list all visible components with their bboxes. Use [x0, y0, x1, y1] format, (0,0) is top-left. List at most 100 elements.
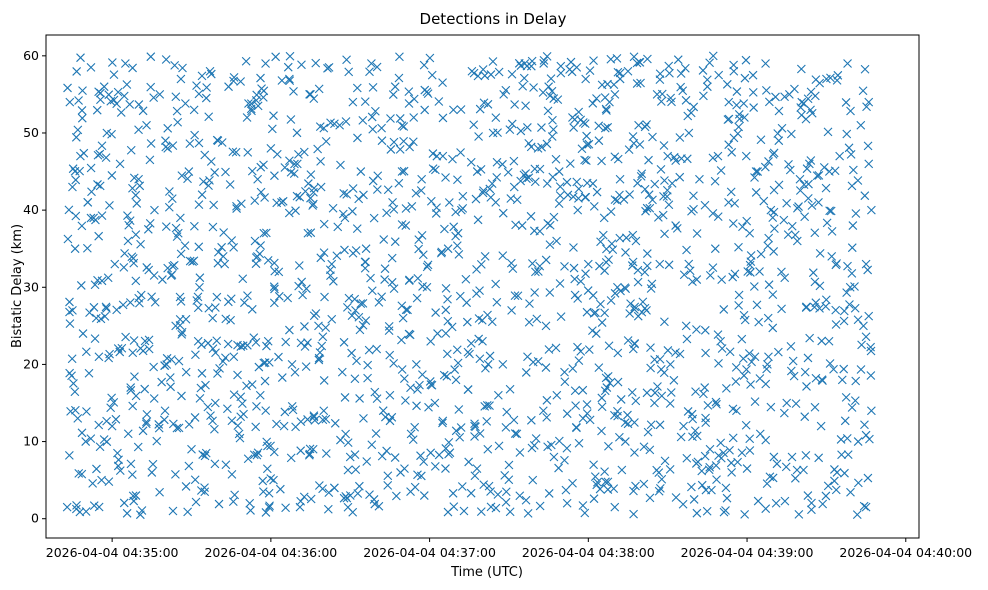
data-point: [846, 149, 856, 159]
data-point: [631, 236, 641, 246]
data-point: [601, 373, 611, 383]
data-point: [487, 317, 497, 327]
data-point: [116, 108, 126, 117]
data-point: [521, 101, 530, 111]
data-point: [471, 194, 481, 204]
data-point: [581, 74, 591, 84]
data-point: [348, 206, 357, 216]
data-point: [597, 426, 606, 436]
data-point: [655, 420, 665, 430]
data-point: [92, 464, 101, 474]
data-point: [176, 297, 186, 306]
data-point: [397, 167, 407, 176]
data-point: [768, 290, 778, 300]
data-point: [807, 498, 816, 508]
data-point: [83, 198, 93, 207]
data-point: [562, 177, 572, 187]
data-point: [443, 507, 453, 517]
data-point: [624, 145, 634, 155]
data-point: [296, 446, 306, 456]
data-point: [298, 290, 307, 300]
data-point: [581, 269, 590, 279]
data-point: [501, 487, 511, 497]
data-point: [314, 355, 324, 365]
data-point: [453, 228, 463, 238]
data-point: [620, 418, 630, 428]
data-point: [131, 190, 141, 200]
data-point: [321, 449, 331, 458]
data-point: [303, 228, 313, 238]
data-point: [368, 82, 378, 92]
data-point: [606, 207, 616, 217]
data-point: [100, 311, 110, 321]
data-point: [748, 87, 758, 97]
data-point: [554, 199, 564, 208]
data-point: [165, 373, 175, 382]
data-point: [256, 187, 266, 197]
data-point: [400, 464, 409, 473]
data-point: [470, 432, 479, 441]
data-point: [660, 176, 669, 185]
data-point: [134, 125, 143, 135]
data-point: [176, 74, 186, 84]
data-point: [174, 356, 184, 366]
data-point: [841, 98, 851, 107]
data-point: [250, 196, 260, 206]
data-point: [361, 316, 371, 326]
data-point: [630, 305, 639, 314]
data-point: [370, 499, 380, 509]
data-point: [71, 132, 81, 142]
data-point: [542, 51, 552, 61]
data-point: [193, 303, 203, 313]
data-point: [638, 297, 648, 307]
data-point: [613, 377, 623, 387]
data-point: [552, 236, 561, 246]
data-point: [502, 407, 512, 417]
data-point: [362, 457, 372, 466]
data-point: [94, 420, 104, 430]
data-point: [348, 507, 358, 517]
data-point: [734, 242, 743, 252]
data-point: [125, 99, 135, 109]
data-point: [73, 125, 83, 135]
data-point: [114, 455, 123, 465]
data-point: [374, 298, 384, 307]
data-point: [130, 372, 139, 382]
data-point: [784, 159, 793, 169]
data-point: [842, 288, 852, 297]
data-point: [390, 82, 400, 92]
data-point: [155, 90, 165, 99]
data-point: [829, 364, 838, 374]
data-point: [512, 429, 522, 439]
data-point: [705, 270, 715, 280]
data-point: [378, 406, 388, 416]
data-point: [414, 235, 424, 245]
data-point: [251, 337, 261, 347]
data-point: [318, 415, 328, 425]
data-point: [530, 288, 540, 297]
data-point: [94, 352, 104, 362]
data-point: [585, 415, 595, 425]
data-point: [530, 177, 540, 187]
data-point: [648, 132, 657, 142]
data-point: [830, 465, 839, 474]
data-point: [430, 398, 440, 408]
data-point: [506, 194, 516, 203]
data-point: [195, 393, 205, 403]
data-point: [774, 136, 784, 146]
data-point: [197, 71, 207, 81]
data-point: [157, 377, 167, 387]
data-point: [796, 103, 806, 112]
data-point: [123, 211, 132, 221]
data-point: [761, 85, 771, 95]
data-point: [94, 231, 104, 241]
data-point: [805, 333, 815, 343]
data-point: [290, 367, 300, 377]
data-point: [81, 347, 91, 357]
data-point: [738, 222, 747, 232]
data-point: [417, 230, 427, 240]
data-point: [448, 488, 458, 498]
data-point: [853, 315, 863, 325]
data-point: [205, 66, 215, 76]
data-point: [792, 465, 802, 475]
